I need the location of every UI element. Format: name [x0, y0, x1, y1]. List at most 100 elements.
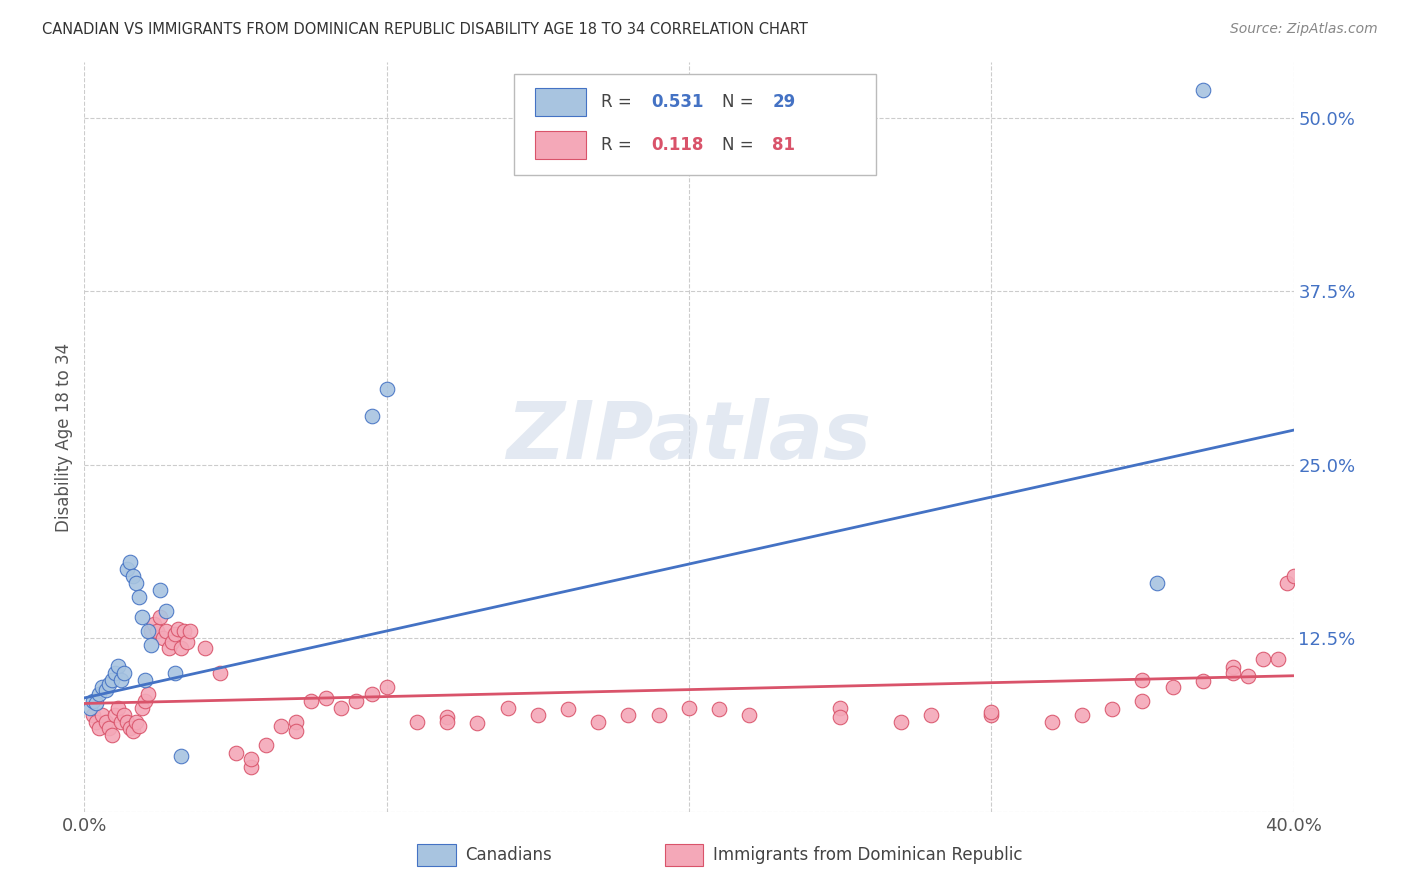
Point [118, 722, 141, 736]
Text: N =: N = [721, 93, 758, 112]
Point [131, 610, 153, 624]
Point [1192, 83, 1215, 97]
Point [1253, 652, 1275, 666]
Point [89, 687, 111, 701]
Point [115, 714, 138, 729]
Point [82, 694, 104, 708]
Point [920, 707, 942, 722]
Point [709, 702, 731, 716]
Point [360, 687, 382, 701]
Point [406, 714, 429, 729]
Point [375, 680, 398, 694]
Text: Canadians: Canadians [465, 847, 553, 864]
Point [167, 622, 190, 636]
Text: R =: R = [600, 136, 637, 153]
Point [86, 714, 108, 729]
Point [738, 707, 761, 722]
Point [142, 617, 165, 632]
Point [299, 694, 322, 708]
Point [346, 694, 368, 708]
Point [107, 700, 129, 714]
Point [91, 680, 114, 694]
Point [1130, 673, 1153, 687]
Point [239, 752, 262, 766]
Point [1146, 575, 1168, 590]
Point [104, 707, 127, 722]
Point [330, 700, 353, 714]
Point [107, 659, 129, 673]
Text: ZIPatlas: ZIPatlas [506, 398, 872, 476]
FancyBboxPatch shape [665, 844, 703, 866]
Point [254, 738, 277, 752]
Point [79, 700, 101, 714]
FancyBboxPatch shape [536, 88, 586, 116]
Point [1282, 569, 1305, 583]
Point [125, 575, 148, 590]
Point [1237, 669, 1260, 683]
Point [160, 635, 183, 649]
Point [1222, 660, 1244, 674]
Point [136, 624, 159, 639]
Point [94, 714, 117, 729]
Point [97, 677, 120, 691]
Point [170, 749, 193, 764]
Point [170, 640, 193, 655]
Point [104, 665, 127, 680]
Point [165, 627, 187, 641]
Point [115, 562, 138, 576]
Point [557, 702, 579, 716]
Point [436, 710, 458, 724]
Point [1101, 702, 1123, 716]
Point [82, 707, 104, 722]
Point [94, 682, 117, 697]
Point [285, 724, 308, 739]
Point [128, 590, 150, 604]
Point [139, 638, 162, 652]
Point [152, 632, 174, 646]
Point [125, 714, 148, 729]
Point [1222, 665, 1244, 680]
Point [315, 690, 337, 705]
Point [128, 719, 150, 733]
FancyBboxPatch shape [418, 844, 456, 866]
Point [173, 624, 195, 639]
Point [121, 569, 143, 583]
Point [980, 705, 1002, 719]
Point [165, 665, 187, 680]
Point [157, 640, 180, 655]
Point [209, 665, 232, 680]
Point [467, 715, 489, 730]
Point [360, 409, 382, 424]
Point [155, 603, 177, 617]
Point [155, 624, 177, 639]
Point [648, 707, 671, 722]
Point [134, 673, 156, 687]
Point [1071, 707, 1094, 722]
Point [134, 694, 156, 708]
Point [617, 707, 640, 722]
Point [830, 710, 852, 724]
Point [527, 707, 550, 722]
Point [131, 700, 153, 714]
Text: 81: 81 [772, 136, 796, 153]
Point [239, 760, 262, 774]
Point [496, 700, 519, 714]
Point [1192, 674, 1215, 689]
FancyBboxPatch shape [536, 130, 586, 159]
FancyBboxPatch shape [513, 74, 876, 175]
Text: CANADIAN VS IMMIGRANTS FROM DOMINICAN REPUBLIC DISABILITY AGE 18 TO 34 CORRELATI: CANADIAN VS IMMIGRANTS FROM DOMINICAN RE… [42, 22, 808, 37]
Point [86, 697, 108, 711]
Text: 0.531: 0.531 [651, 93, 704, 112]
Point [179, 624, 201, 639]
Point [89, 722, 111, 736]
Point [121, 724, 143, 739]
Point [588, 714, 610, 729]
Point [149, 582, 172, 597]
Text: Source: ZipAtlas.com: Source: ZipAtlas.com [1230, 22, 1378, 37]
Point [830, 700, 852, 714]
Point [194, 640, 217, 655]
Text: 0.118: 0.118 [651, 136, 704, 153]
Point [118, 555, 141, 569]
Point [100, 673, 122, 687]
Point [149, 610, 172, 624]
